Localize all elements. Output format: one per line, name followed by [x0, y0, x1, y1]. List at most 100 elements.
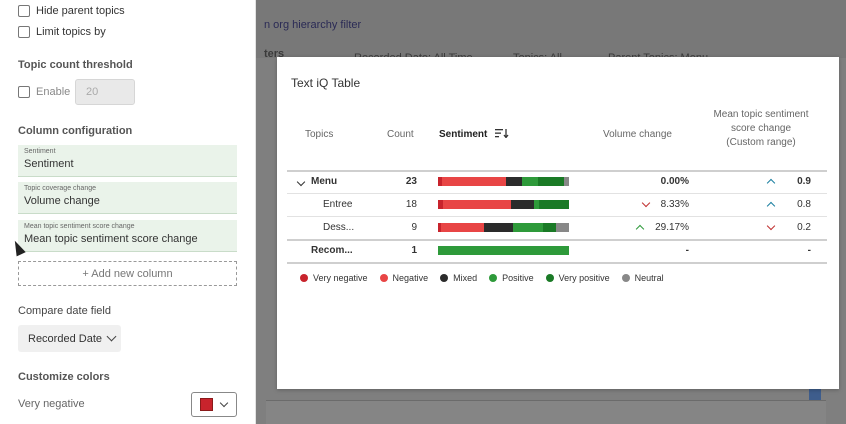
legend-dot-icon — [545, 274, 554, 282]
hide-parent-topics-label: Hide parent topics — [36, 5, 125, 17]
volume-change-value: - — [685, 245, 689, 256]
topics-column-header[interactable]: Topics — [305, 129, 334, 140]
chevron-down-icon — [106, 331, 117, 342]
sentiment-segment[interactable] — [438, 177, 442, 186]
dashboard-header — [256, 0, 846, 58]
count-column-header[interactable]: Count — [387, 129, 414, 140]
column-field-mean-sentiment-change[interactable]: Mean topic sentiment score change Mean t… — [18, 220, 237, 252]
sentiment-segment[interactable] — [438, 246, 569, 255]
sentiment-bar[interactable] — [438, 200, 569, 209]
topic-name[interactable]: Menu — [311, 176, 338, 187]
row-divider — [287, 216, 827, 217]
trend-up-icon — [766, 201, 776, 211]
legend-item: Mixed — [440, 273, 477, 283]
sentiment-segment[interactable] — [542, 223, 556, 232]
resize-handle-icon[interactable] — [809, 388, 821, 400]
topic-name[interactable]: Recom... — [311, 245, 353, 256]
row-divider — [287, 239, 827, 241]
column-field-value: Sentiment — [24, 158, 74, 170]
sentiment-segment[interactable] — [506, 177, 522, 186]
compare-date-value: Recorded Date — [28, 332, 102, 345]
org-hierarchy-filter-link[interactable]: n org hierarchy filter — [264, 19, 362, 31]
volume-change-value: 0.00% — [660, 176, 689, 187]
legend-dot-icon — [489, 274, 498, 282]
enable-threshold-option[interactable]: Enable — [18, 86, 70, 98]
sentiment-bar[interactable] — [438, 177, 569, 186]
legend-label: Very negative — [313, 273, 368, 283]
threshold-value-input[interactable]: 20 — [75, 79, 135, 105]
volume-change-value: 8.33% — [660, 199, 689, 210]
sentiment-segment[interactable] — [438, 200, 444, 209]
topic-count-threshold-title: Topic count threshold — [18, 59, 133, 71]
dashboard-lower-widget — [266, 400, 826, 424]
sentiment-segment[interactable] — [511, 200, 534, 209]
mean-change-value: 0.8 — [797, 199, 811, 210]
legend-label: Very positive — [558, 273, 610, 283]
limit-topics-checkbox[interactable] — [18, 26, 30, 38]
sentiment-bar[interactable] — [438, 246, 569, 255]
enable-threshold-checkbox[interactable] — [18, 86, 30, 98]
legend-item: Very negative — [300, 273, 368, 283]
topic-count: 1 — [411, 245, 417, 256]
topic-count: 23 — [405, 176, 417, 187]
sentiment-segment[interactable] — [538, 200, 569, 209]
legend-label: Positive — [502, 273, 534, 283]
legend-item: Positive — [489, 273, 534, 283]
row-divider — [287, 262, 827, 264]
trend-up-icon — [766, 178, 776, 188]
color-swatch — [200, 398, 213, 411]
chevron-down-icon — [219, 398, 229, 408]
column-field-caption: Topic coverage change — [24, 185, 96, 192]
mean-change-value: 0.2 — [797, 222, 811, 233]
limit-topics-option[interactable]: Limit topics by — [18, 26, 106, 38]
sentiment-column-header[interactable]: Sentiment — [439, 129, 488, 140]
sentiment-segment[interactable] — [563, 177, 569, 186]
chevron-down-icon[interactable] — [296, 177, 306, 187]
topic-name[interactable]: Dess... — [323, 222, 355, 233]
topic-name[interactable]: Entree — [323, 199, 353, 210]
topic-count: 18 — [405, 199, 417, 210]
hide-parent-topics-option[interactable]: Hide parent topics — [18, 5, 125, 17]
sentiment-segment[interactable] — [483, 223, 513, 232]
legend-label: Negative — [392, 273, 429, 283]
compare-date-field-title: Compare date field — [18, 305, 111, 317]
widget-title: Text iQ Table — [291, 76, 361, 90]
row-divider — [287, 193, 827, 194]
sentiment-segment[interactable] — [441, 177, 507, 186]
topic-count: 9 — [411, 222, 417, 233]
add-new-column-button[interactable]: + Add new column — [18, 261, 237, 286]
sentiment-segment[interactable] — [555, 223, 569, 232]
mean-change-value: 0.9 — [797, 176, 811, 187]
sentiment-bar[interactable] — [438, 223, 569, 232]
sentiment-segment[interactable] — [443, 200, 512, 209]
column-field-volume-change[interactable]: Topic coverage change Volume change — [18, 182, 237, 214]
settings-panel: Hide parent topics Limit topics by Topic… — [0, 0, 256, 424]
compare-date-select[interactable]: Recorded Date — [18, 325, 121, 352]
sort-icon[interactable] — [495, 129, 509, 138]
sentiment-segment[interactable] — [438, 223, 441, 232]
sentiment-segment[interactable] — [440, 223, 484, 232]
legend-item: Neutral — [621, 273, 664, 283]
very-negative-color-picker[interactable] — [191, 392, 237, 417]
legend-dot-icon — [621, 274, 630, 282]
volume-change-column-header[interactable]: Volume change — [603, 129, 672, 140]
mean-sentiment-change-column-header[interactable]: Mean topic sentiment score change (Custo… — [713, 109, 809, 148]
legend-dot-icon — [300, 274, 308, 282]
hide-parent-topics-checkbox[interactable] — [18, 5, 30, 17]
sentiment-segment[interactable] — [512, 223, 543, 232]
column-field-value: Mean topic sentiment score change — [24, 233, 198, 245]
legend-dot-icon — [379, 274, 388, 282]
sentiment-segment[interactable] — [521, 177, 538, 186]
enable-threshold-label: Enable — [36, 86, 71, 98]
sentiment-segment[interactable] — [533, 200, 539, 209]
sentiment-segment[interactable] — [537, 177, 564, 186]
mean-change-value: - — [807, 245, 811, 256]
limit-topics-label: Limit topics by — [36, 26, 106, 38]
header-divider — [287, 170, 827, 172]
legend-item: Negative — [379, 273, 429, 283]
legend-label: Mixed — [453, 273, 478, 283]
legend-item: Very positive — [545, 273, 610, 283]
very-negative-color-label: Very negative — [18, 398, 85, 410]
column-field-value: Volume change — [24, 195, 100, 207]
column-field-sentiment[interactable]: Sentiment Sentiment — [18, 145, 237, 177]
